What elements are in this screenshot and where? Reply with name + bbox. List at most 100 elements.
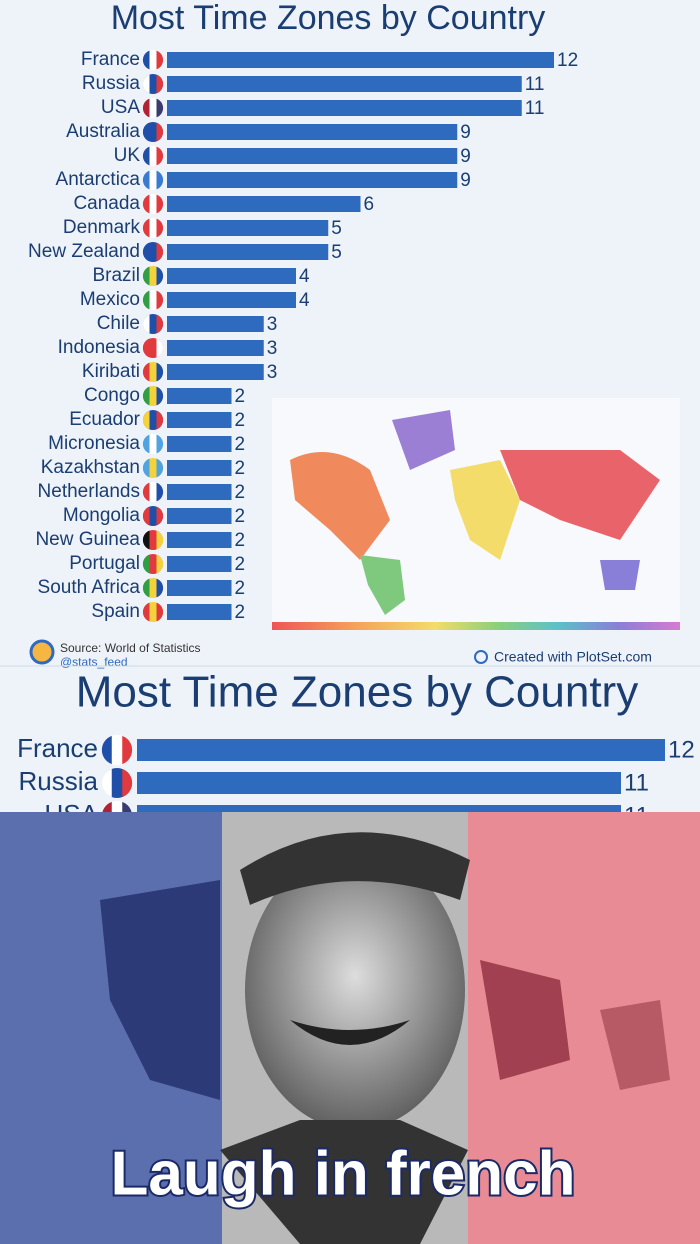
value-label: 11 [525, 98, 545, 119]
flag-part [142, 170, 150, 190]
bar [167, 436, 232, 452]
caption: Laugh in french [111, 1139, 576, 1208]
value-label: 9 [460, 122, 471, 143]
category-label: Canada [73, 193, 140, 214]
flag-icon [102, 801, 132, 812]
flag-part [156, 434, 164, 454]
flag-part [142, 482, 150, 502]
flag-icon [142, 170, 164, 190]
category-label: Mexico [80, 289, 140, 310]
zoomed-chart: Most Time Zones by Country France 12 Russi… [0, 665, 700, 829]
category-label: Antarctica [56, 169, 141, 190]
bar [167, 388, 232, 404]
bar [137, 805, 621, 812]
category-label: Australia [66, 121, 140, 142]
credit-icon [474, 650, 488, 664]
value-label: 3 [267, 362, 278, 383]
bar [167, 196, 361, 212]
flag-icon [142, 458, 164, 478]
value-label: 11 [624, 802, 649, 829]
category-label: Russia [82, 73, 141, 94]
flag-part [156, 338, 164, 358]
bar [167, 460, 232, 476]
bar [167, 124, 458, 140]
world-map [272, 398, 680, 630]
value-label: 12 [668, 736, 695, 763]
value-label: 12 [557, 50, 578, 71]
flag-part [142, 50, 150, 70]
value-label: 11 [624, 769, 649, 796]
credit: Created with PlotSet.com [494, 649, 652, 665]
category-label: Micronesia [48, 433, 140, 454]
value-label: 2 [235, 554, 246, 575]
flag-part [156, 170, 164, 190]
bar [167, 220, 329, 236]
bar [167, 412, 232, 428]
flag-part [156, 122, 164, 142]
flag-part [142, 530, 150, 550]
flag-part [142, 578, 150, 598]
flag-part [156, 266, 164, 286]
value-label: 2 [235, 482, 246, 503]
category-label: Indonesia [58, 337, 141, 358]
flag-part [142, 410, 150, 430]
flag-icon [142, 50, 164, 70]
flag-part [142, 146, 150, 166]
flag-part [156, 410, 164, 430]
bar [137, 772, 621, 794]
value-label: 11 [525, 74, 545, 95]
flag-icon [142, 530, 164, 550]
flag-icon [142, 578, 164, 598]
flag-icon [142, 290, 164, 310]
category-label: Ecuador [69, 409, 140, 430]
flag-icon [142, 242, 164, 262]
bar [167, 364, 264, 380]
flag-icon [142, 506, 164, 526]
category-label: USA [45, 799, 99, 829]
flag-part [156, 578, 164, 598]
flag-part [142, 194, 150, 214]
flag-part [122, 735, 133, 765]
flag-part [102, 801, 112, 812]
bar [167, 292, 296, 308]
flag-icon [101, 768, 133, 798]
flag-icon [142, 266, 164, 286]
category-label: Portugal [69, 553, 140, 574]
flag-part [122, 801, 132, 812]
category-label: New Zealand [28, 241, 140, 262]
flag-icon [142, 98, 164, 118]
flag-icon [142, 122, 164, 142]
flag-part [156, 194, 164, 214]
value-label: 6 [364, 194, 375, 215]
flag-part [156, 386, 164, 406]
category-label: New Guinea [35, 529, 140, 550]
bar [167, 556, 232, 572]
flag-part [142, 458, 150, 478]
category-label: France [17, 733, 98, 763]
flag-part [156, 362, 164, 382]
bar [167, 268, 296, 284]
flag-icon [101, 735, 133, 765]
bar [167, 76, 522, 92]
flag-part [156, 242, 164, 262]
flag-part [156, 74, 164, 94]
value-label: 2 [235, 458, 246, 479]
source: Source: World of Statistics [60, 641, 201, 655]
value-label: 9 [460, 170, 471, 191]
category-label: Kazakhstan [41, 457, 140, 478]
flag-part [156, 458, 164, 478]
flag-part [156, 482, 164, 502]
flag-icon [142, 338, 164, 358]
flag-part [142, 266, 150, 286]
flag-part [142, 386, 150, 406]
category-label: Brazil [92, 265, 140, 286]
source-icon [29, 639, 55, 665]
photo [0, 812, 700, 1244]
value-label: 2 [235, 602, 246, 623]
flag-part [101, 735, 112, 765]
category-label: Russia [19, 766, 99, 796]
flag-part [156, 50, 164, 70]
bar [167, 580, 232, 596]
